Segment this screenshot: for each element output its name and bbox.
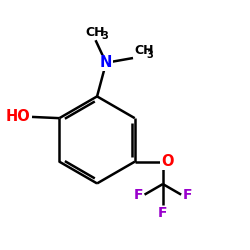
- Text: 3: 3: [146, 50, 153, 59]
- Text: N: N: [100, 55, 112, 70]
- Text: 3: 3: [101, 32, 108, 42]
- Text: O: O: [161, 154, 173, 169]
- Text: CH: CH: [134, 44, 154, 57]
- Text: CH: CH: [86, 26, 105, 39]
- Text: F: F: [182, 188, 192, 202]
- Text: F: F: [134, 188, 143, 202]
- Text: F: F: [158, 206, 168, 220]
- Text: HO: HO: [6, 110, 31, 124]
